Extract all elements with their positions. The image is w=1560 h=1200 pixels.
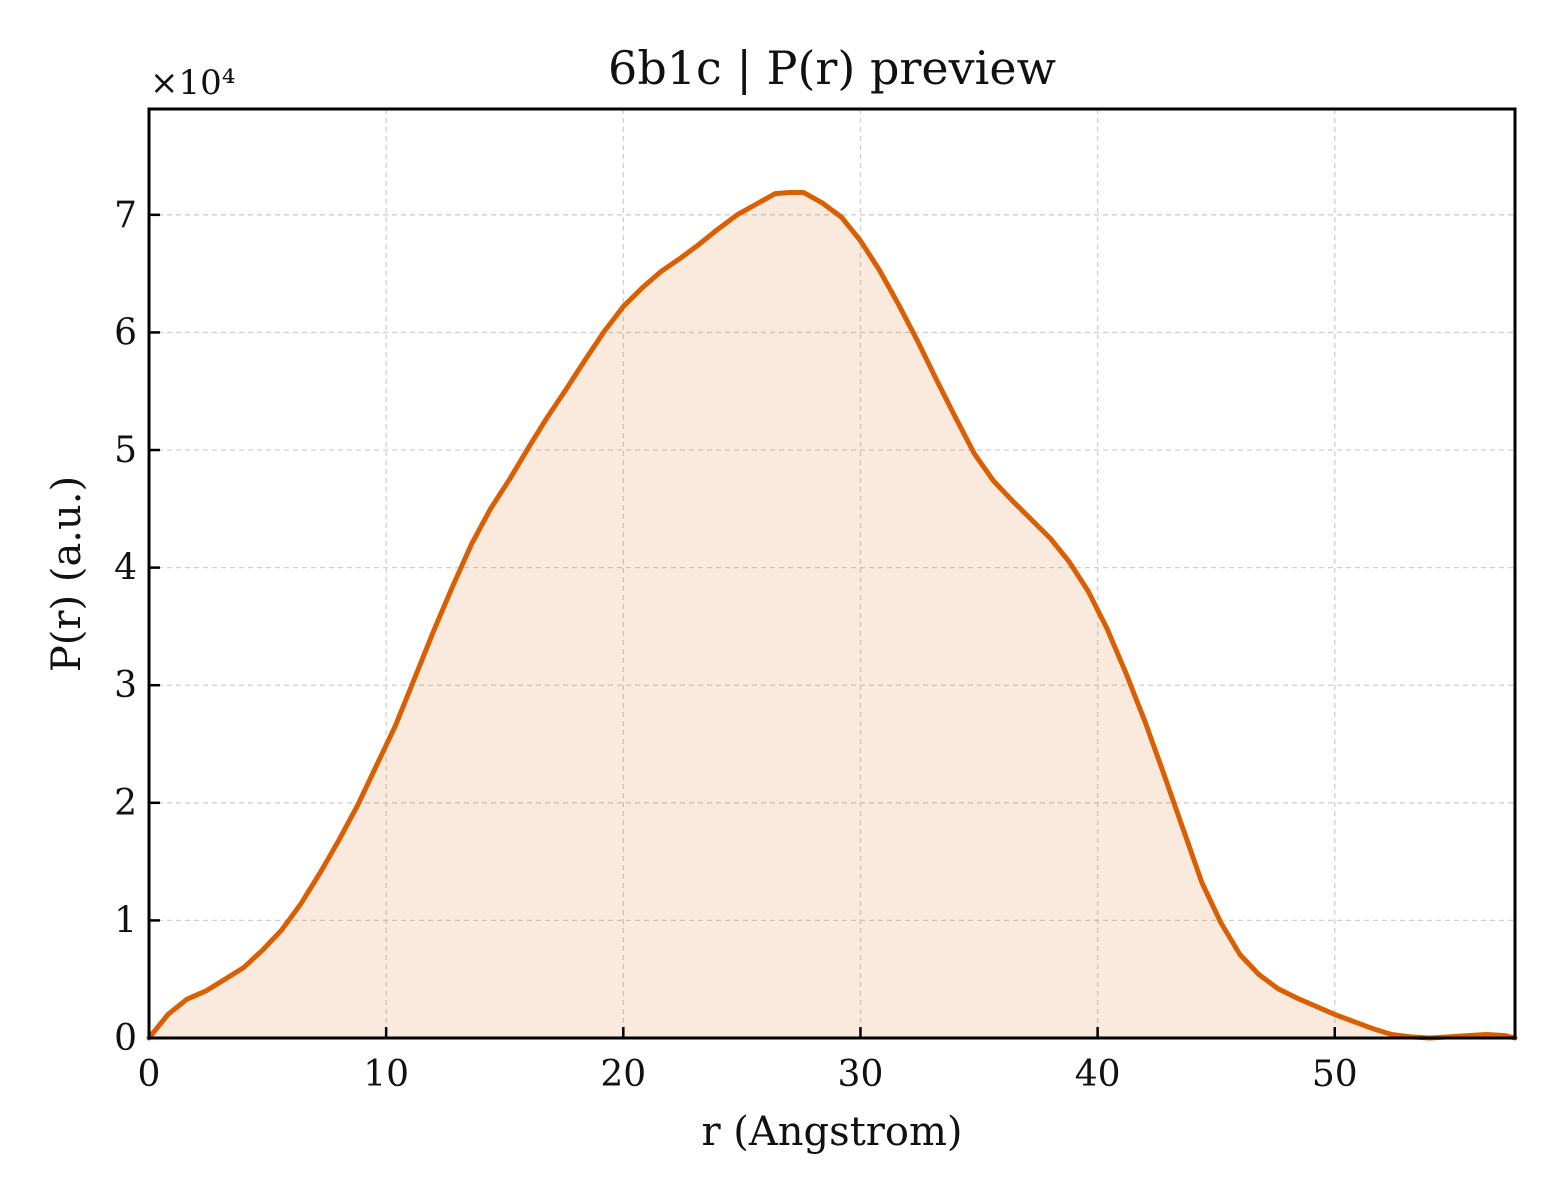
- x-tick-label: 50: [1312, 1054, 1358, 1095]
- y-tick-label: 4: [114, 548, 137, 589]
- y-tick-label: 2: [114, 783, 137, 824]
- y-tick-label: 1: [114, 900, 137, 941]
- y-axis-label: P(r) (a.u.): [44, 476, 90, 672]
- x-tick-label: 10: [363, 1054, 409, 1095]
- x-tick-label: 30: [838, 1054, 884, 1095]
- pr-curve-line: [146, 189, 1518, 1041]
- chart-title: 6b1c | P(r) preview: [608, 41, 1056, 95]
- y-tick-label: 0: [114, 1018, 137, 1059]
- x-tick-label: 40: [1075, 1054, 1121, 1095]
- x-tick-label: 0: [138, 1054, 161, 1095]
- x-tick-label: 20: [600, 1054, 646, 1095]
- y-tick-label: 7: [114, 195, 137, 236]
- x-axis-label: r (Angstrom): [701, 1109, 962, 1155]
- y-axis-offset-label: ×10⁴: [150, 63, 235, 103]
- plot-frame: [147, 107, 1517, 1040]
- y-tick-label: 6: [114, 312, 137, 353]
- y-tick-label: 3: [114, 665, 137, 706]
- tick-layer: 0 10 20 30 40 50 0 1 2 3 4 5 6 7: [114, 195, 1358, 1095]
- y-tick-label: 5: [114, 430, 137, 471]
- data-layer: [146, 189, 1518, 1041]
- pr-area-fill: [149, 192, 1515, 1039]
